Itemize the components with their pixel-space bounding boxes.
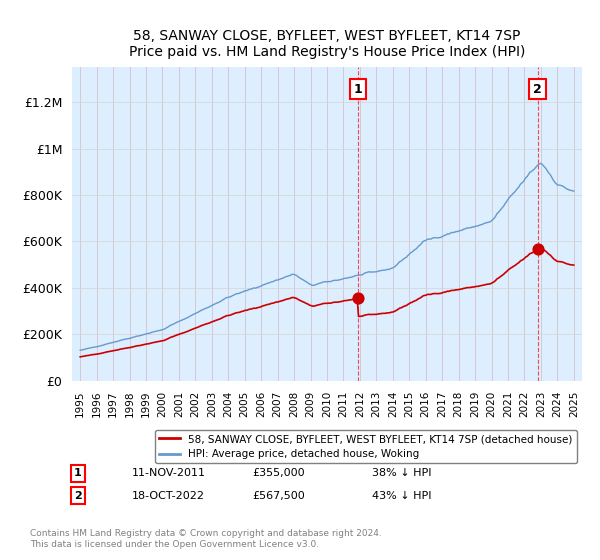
Text: 43% ↓ HPI: 43% ↓ HPI	[372, 491, 431, 501]
Text: 2: 2	[74, 491, 82, 501]
Text: 1: 1	[353, 83, 362, 96]
Point	[353, 294, 362, 303]
Text: Contains HM Land Registry data © Crown copyright and database right 2024.
This d: Contains HM Land Registry data © Crown c…	[30, 529, 382, 549]
Legend: 58, SANWAY CLOSE, BYFLEET, WEST BYFLEET, KT14 7SP (detached house), HPI: Average: 58, SANWAY CLOSE, BYFLEET, WEST BYFLEET,…	[155, 430, 577, 463]
Text: £567,500: £567,500	[252, 491, 305, 501]
Text: £355,000: £355,000	[252, 468, 305, 478]
Text: 11-NOV-2011: 11-NOV-2011	[132, 468, 206, 478]
Text: 2: 2	[533, 83, 542, 96]
Text: 38% ↓ HPI: 38% ↓ HPI	[372, 468, 431, 478]
Text: 18-OCT-2022: 18-OCT-2022	[132, 491, 205, 501]
Text: 1: 1	[74, 468, 82, 478]
Point	[533, 245, 542, 254]
Title: 58, SANWAY CLOSE, BYFLEET, WEST BYFLEET, KT14 7SP
Price paid vs. HM Land Registr: 58, SANWAY CLOSE, BYFLEET, WEST BYFLEET,…	[129, 29, 525, 59]
